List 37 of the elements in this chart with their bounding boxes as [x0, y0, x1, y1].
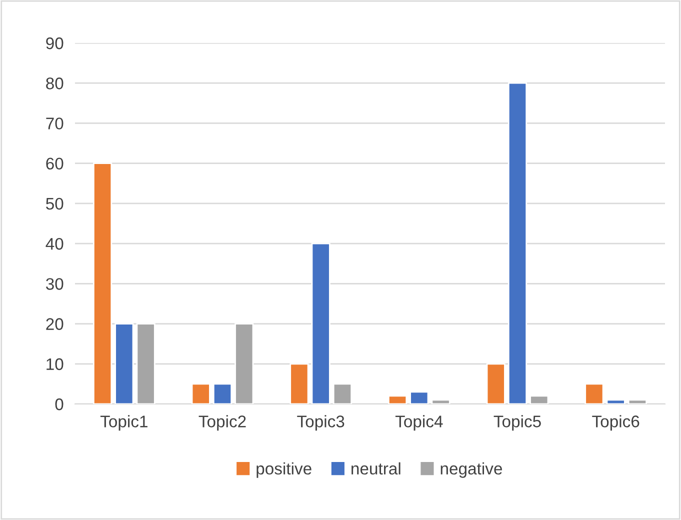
bar: [530, 395, 549, 404]
x-tick-label: Topic4: [395, 415, 443, 431]
y-tick-label: 30: [46, 278, 64, 290]
y-tick-label: 40: [46, 238, 64, 250]
x-tick-label: Topic6: [592, 415, 640, 431]
bar: [486, 363, 506, 404]
y-tick-label: 60: [46, 158, 64, 170]
bar: [508, 82, 528, 404]
legend-label: neutral: [352, 462, 400, 475]
legend-label: negative: [440, 462, 502, 478]
bar: [92, 162, 112, 404]
bar: [410, 391, 429, 404]
y-tick-label: 80: [46, 78, 64, 90]
y-tick-label: 0: [55, 398, 64, 410]
bar: [388, 395, 408, 404]
x-tick-label: Topic1: [100, 415, 148, 431]
y-tick-label: 10: [46, 358, 64, 370]
bar: [332, 383, 352, 404]
bar: [212, 383, 232, 404]
bar: [628, 399, 648, 404]
x-tick-label: Topic2: [198, 415, 246, 431]
bar: [136, 323, 156, 404]
bar: [191, 383, 210, 404]
y-tick-label: 90: [46, 37, 64, 50]
y-tick-label: 50: [46, 198, 64, 210]
bar: [290, 363, 309, 404]
bar: [114, 323, 134, 404]
bar: [606, 399, 626, 404]
y-tick-label: 70: [46, 118, 64, 130]
bar: [584, 383, 604, 404]
bar: [431, 399, 450, 404]
x-tick-label: Topic5: [494, 415, 541, 431]
x-tick-label: Topic3: [297, 415, 344, 431]
y-tick-label: 20: [46, 318, 64, 330]
bar: [311, 242, 330, 404]
bar: [234, 323, 254, 404]
legend-label: positive: [256, 462, 312, 478]
